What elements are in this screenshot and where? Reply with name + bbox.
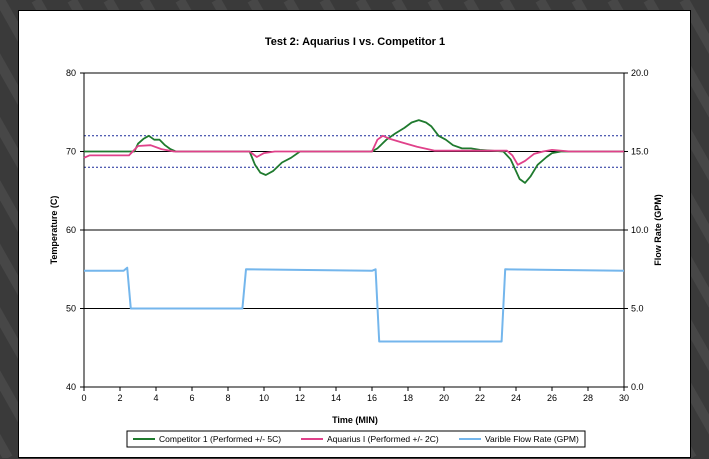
x-tick-label: 12 <box>295 393 305 403</box>
x-tick-label: 26 <box>547 393 557 403</box>
x-tick-label: 24 <box>511 393 521 403</box>
x-tick-label: 4 <box>153 393 158 403</box>
legend-label: Aquarius I (Performed +/- 2C) <box>327 434 439 444</box>
x-tick-label: 30 <box>619 393 629 403</box>
y2-tick-label: 10.0 <box>631 225 649 235</box>
y2-tick-label: 0.0 <box>631 382 644 392</box>
x-tick-label: 8 <box>225 393 230 403</box>
y-axis-label: Temperature (C) <box>49 196 59 265</box>
bg-stripe <box>0 370 49 458</box>
x-axis-label: Time (MIN) <box>332 415 378 425</box>
series-line-2 <box>83 134 624 166</box>
x-tick-label: 0 <box>81 393 86 403</box>
y-tick-label: 70 <box>66 147 76 157</box>
x-tick-label: 18 <box>403 393 413 403</box>
bg-stripe <box>643 0 709 118</box>
x-tick-label: 14 <box>331 393 341 403</box>
series-line-3 <box>84 266 625 343</box>
x-tick-label: 22 <box>475 393 485 403</box>
y-tick-label: 40 <box>66 382 76 392</box>
x-tick-label: 16 <box>367 393 377 403</box>
x-tick-label: 6 <box>189 393 194 403</box>
legend-label: Competitor 1 (Performed +/- 5C) <box>159 434 281 444</box>
x-tick-label: 20 <box>439 393 449 403</box>
legend-box <box>126 430 586 448</box>
y2-axis-label: Flow Rate (GPM) <box>653 194 663 266</box>
y-tick-label: 60 <box>66 225 76 235</box>
y-tick-label: 80 <box>66 68 76 78</box>
x-tick-label: 28 <box>583 393 593 403</box>
series-line-1 <box>84 119 624 184</box>
chart-canvas: Test 2: Aquarius I vs. Competitor 1 Time… <box>49 36 663 448</box>
y2-tick-label: 20.0 <box>631 68 649 78</box>
x-tick-label: 10 <box>259 393 269 403</box>
y2-tick-label: 5.0 <box>631 304 644 314</box>
y2-tick-label: 15.0 <box>631 147 649 157</box>
x-tick-label: 2 <box>117 393 122 403</box>
legend-label: Varible Flow Rate (GPM) <box>485 434 579 444</box>
legend: Competitor 1 (Performed +/- 5C) Aquarius … <box>126 430 586 448</box>
chart-title: Test 2: Aquarius I vs. Competitor 1 <box>265 36 445 48</box>
y-tick-label: 50 <box>66 304 76 314</box>
chart-panel: Test 2: Aquarius I vs. Competitor 1 Time… <box>18 10 691 458</box>
